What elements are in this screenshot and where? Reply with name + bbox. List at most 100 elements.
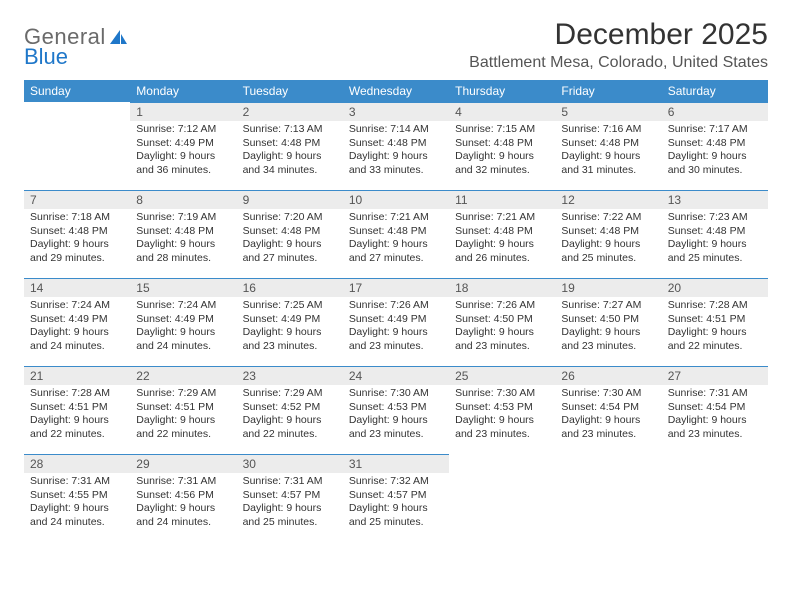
calendar-cell: 18Sunrise: 7:26 AMSunset: 4:50 PMDayligh…: [449, 278, 555, 366]
sunrise-line: Sunrise: 7:31 AM: [668, 387, 762, 401]
daylight-line: Daylight: 9 hours and 23 minutes.: [349, 326, 443, 353]
calendar-cell: 28Sunrise: 7:31 AMSunset: 4:55 PMDayligh…: [24, 454, 130, 542]
sunset-line: Sunset: 4:48 PM: [349, 225, 443, 239]
calendar-cell: 8Sunrise: 7:19 AMSunset: 4:48 PMDaylight…: [130, 190, 236, 278]
sunset-line: Sunset: 4:52 PM: [243, 401, 337, 415]
daylight-line: Daylight: 9 hours and 25 minutes.: [561, 238, 655, 265]
sunrise-line: Sunrise: 7:28 AM: [668, 299, 762, 313]
calendar-row: 7Sunrise: 7:18 AMSunset: 4:48 PMDaylight…: [24, 190, 768, 278]
calendar-cell: 13Sunrise: 7:23 AMSunset: 4:48 PMDayligh…: [662, 190, 768, 278]
sunset-line: Sunset: 4:56 PM: [136, 489, 230, 503]
header: General December 2025 Battlement Mesa, C…: [24, 18, 768, 78]
sunrise-line: Sunrise: 7:14 AM: [349, 123, 443, 137]
calendar-cell: 25Sunrise: 7:30 AMSunset: 4:53 PMDayligh…: [449, 366, 555, 454]
calendar-cell: 11Sunrise: 7:21 AMSunset: 4:48 PMDayligh…: [449, 190, 555, 278]
calendar-cell: 14Sunrise: 7:24 AMSunset: 4:49 PMDayligh…: [24, 278, 130, 366]
daylight-line: Daylight: 9 hours and 23 minutes.: [455, 414, 549, 441]
day-details: Sunrise: 7:31 AMSunset: 4:54 PMDaylight:…: [662, 385, 768, 446]
sunset-line: Sunset: 4:51 PM: [668, 313, 762, 327]
sunrise-line: Sunrise: 7:24 AM: [30, 299, 124, 313]
day-details: Sunrise: 7:21 AMSunset: 4:48 PMDaylight:…: [449, 209, 555, 270]
daylight-line: Daylight: 9 hours and 23 minutes.: [349, 414, 443, 441]
day-details: Sunrise: 7:29 AMSunset: 4:51 PMDaylight:…: [130, 385, 236, 446]
calendar-cell: 16Sunrise: 7:25 AMSunset: 4:49 PMDayligh…: [237, 278, 343, 366]
sunrise-line: Sunrise: 7:23 AM: [668, 211, 762, 225]
calendar-cell: 3Sunrise: 7:14 AMSunset: 4:48 PMDaylight…: [343, 102, 449, 190]
sunrise-line: Sunrise: 7:21 AM: [455, 211, 549, 225]
weekday-header-row: Sunday Monday Tuesday Wednesday Thursday…: [24, 80, 768, 102]
calendar-table: Sunday Monday Tuesday Wednesday Thursday…: [24, 80, 768, 542]
calendar-cell: 1Sunrise: 7:12 AMSunset: 4:49 PMDaylight…: [130, 102, 236, 190]
sunset-line: Sunset: 4:55 PM: [30, 489, 124, 503]
sunrise-line: Sunrise: 7:30 AM: [455, 387, 549, 401]
day-number: 23: [237, 366, 343, 385]
calendar-cell: 23Sunrise: 7:29 AMSunset: 4:52 PMDayligh…: [237, 366, 343, 454]
day-details: Sunrise: 7:14 AMSunset: 4:48 PMDaylight:…: [343, 121, 449, 182]
daylight-line: Daylight: 9 hours and 30 minutes.: [668, 150, 762, 177]
calendar-cell: 20Sunrise: 7:28 AMSunset: 4:51 PMDayligh…: [662, 278, 768, 366]
brand-blue: Blue: [24, 44, 68, 70]
sunrise-line: Sunrise: 7:16 AM: [561, 123, 655, 137]
day-number: 11: [449, 190, 555, 209]
sunset-line: Sunset: 4:48 PM: [243, 137, 337, 151]
day-number: 13: [662, 190, 768, 209]
calendar-cell: 17Sunrise: 7:26 AMSunset: 4:49 PMDayligh…: [343, 278, 449, 366]
sunrise-line: Sunrise: 7:26 AM: [455, 299, 549, 313]
day-number: 16: [237, 278, 343, 297]
daylight-line: Daylight: 9 hours and 23 minutes.: [561, 326, 655, 353]
calendar-cell: 19Sunrise: 7:27 AMSunset: 4:50 PMDayligh…: [555, 278, 661, 366]
daylight-line: Daylight: 9 hours and 22 minutes.: [136, 414, 230, 441]
sunrise-line: Sunrise: 7:24 AM: [136, 299, 230, 313]
daylight-line: Daylight: 9 hours and 25 minutes.: [349, 502, 443, 529]
day-details: Sunrise: 7:28 AMSunset: 4:51 PMDaylight:…: [24, 385, 130, 446]
day-details: Sunrise: 7:29 AMSunset: 4:52 PMDaylight:…: [237, 385, 343, 446]
day-details: Sunrise: 7:15 AMSunset: 4:48 PMDaylight:…: [449, 121, 555, 182]
sunrise-line: Sunrise: 7:22 AM: [561, 211, 655, 225]
sunrise-line: Sunrise: 7:20 AM: [243, 211, 337, 225]
calendar-cell: 7Sunrise: 7:18 AMSunset: 4:48 PMDaylight…: [24, 190, 130, 278]
weekday-header: Thursday: [449, 80, 555, 102]
day-details: Sunrise: 7:12 AMSunset: 4:49 PMDaylight:…: [130, 121, 236, 182]
day-details: Sunrise: 7:19 AMSunset: 4:48 PMDaylight:…: [130, 209, 236, 270]
sunset-line: Sunset: 4:51 PM: [30, 401, 124, 415]
calendar-cell: 30Sunrise: 7:31 AMSunset: 4:57 PMDayligh…: [237, 454, 343, 542]
daylight-line: Daylight: 9 hours and 34 minutes.: [243, 150, 337, 177]
sunrise-line: Sunrise: 7:15 AM: [455, 123, 549, 137]
calendar-row: 1Sunrise: 7:12 AMSunset: 4:49 PMDaylight…: [24, 102, 768, 190]
calendar-cell: 24Sunrise: 7:30 AMSunset: 4:53 PMDayligh…: [343, 366, 449, 454]
daylight-line: Daylight: 9 hours and 25 minutes.: [668, 238, 762, 265]
sunrise-line: Sunrise: 7:29 AM: [136, 387, 230, 401]
day-details: Sunrise: 7:17 AMSunset: 4:48 PMDaylight:…: [662, 121, 768, 182]
sunset-line: Sunset: 4:48 PM: [30, 225, 124, 239]
daylight-line: Daylight: 9 hours and 31 minutes.: [561, 150, 655, 177]
calendar-cell: 29Sunrise: 7:31 AMSunset: 4:56 PMDayligh…: [130, 454, 236, 542]
sunset-line: Sunset: 4:54 PM: [668, 401, 762, 415]
daylight-line: Daylight: 9 hours and 25 minutes.: [243, 502, 337, 529]
day-details: Sunrise: 7:27 AMSunset: 4:50 PMDaylight:…: [555, 297, 661, 358]
sunrise-line: Sunrise: 7:30 AM: [561, 387, 655, 401]
day-number: 4: [449, 102, 555, 121]
sunrise-line: Sunrise: 7:19 AM: [136, 211, 230, 225]
daylight-line: Daylight: 9 hours and 24 minutes.: [30, 502, 124, 529]
day-number: 9: [237, 190, 343, 209]
day-details: Sunrise: 7:16 AMSunset: 4:48 PMDaylight:…: [555, 121, 661, 182]
sunrise-line: Sunrise: 7:25 AM: [243, 299, 337, 313]
day-number: 24: [343, 366, 449, 385]
weekday-header: Monday: [130, 80, 236, 102]
sunset-line: Sunset: 4:57 PM: [243, 489, 337, 503]
daylight-line: Daylight: 9 hours and 23 minutes.: [243, 326, 337, 353]
day-number: 5: [555, 102, 661, 121]
sunrise-line: Sunrise: 7:26 AM: [349, 299, 443, 313]
sunset-line: Sunset: 4:57 PM: [349, 489, 443, 503]
day-number: 7: [24, 190, 130, 209]
sunset-line: Sunset: 4:48 PM: [349, 137, 443, 151]
day-number: 18: [449, 278, 555, 297]
daylight-line: Daylight: 9 hours and 32 minutes.: [455, 150, 549, 177]
sunrise-line: Sunrise: 7:12 AM: [136, 123, 230, 137]
sail-icon: [108, 28, 128, 46]
sunset-line: Sunset: 4:48 PM: [455, 137, 549, 151]
calendar-cell: 26Sunrise: 7:30 AMSunset: 4:54 PMDayligh…: [555, 366, 661, 454]
day-details: Sunrise: 7:31 AMSunset: 4:57 PMDaylight:…: [237, 473, 343, 534]
daylight-line: Daylight: 9 hours and 28 minutes.: [136, 238, 230, 265]
day-number: 25: [449, 366, 555, 385]
